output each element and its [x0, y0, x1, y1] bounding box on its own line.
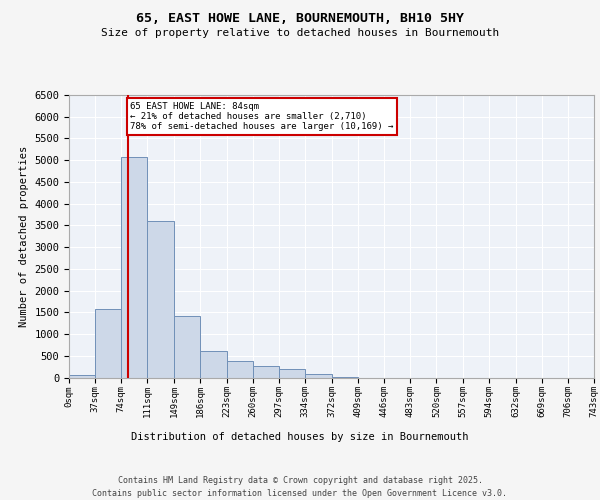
Bar — [305, 374, 332, 378]
Bar — [253, 366, 279, 378]
Bar — [121, 156, 148, 378]
Bar — [174, 316, 200, 378]
Bar — [279, 369, 305, 378]
Text: 65, EAST HOWE LANE, BOURNEMOUTH, BH10 5HY: 65, EAST HOWE LANE, BOURNEMOUTH, BH10 5H… — [136, 12, 464, 26]
Bar — [227, 361, 253, 378]
Bar — [148, 221, 174, 378]
Bar — [332, 376, 358, 378]
Bar — [200, 352, 227, 378]
Text: 65 EAST HOWE LANE: 84sqm
← 21% of detached houses are smaller (2,710)
78% of sem: 65 EAST HOWE LANE: 84sqm ← 21% of detach… — [130, 102, 394, 132]
Text: Contains HM Land Registry data © Crown copyright and database right 2025.
Contai: Contains HM Land Registry data © Crown c… — [92, 476, 508, 498]
Y-axis label: Number of detached properties: Number of detached properties — [19, 146, 29, 327]
Bar — [95, 309, 121, 378]
Text: Size of property relative to detached houses in Bournemouth: Size of property relative to detached ho… — [101, 28, 499, 38]
Bar — [69, 376, 95, 378]
Text: Distribution of detached houses by size in Bournemouth: Distribution of detached houses by size … — [131, 432, 469, 442]
